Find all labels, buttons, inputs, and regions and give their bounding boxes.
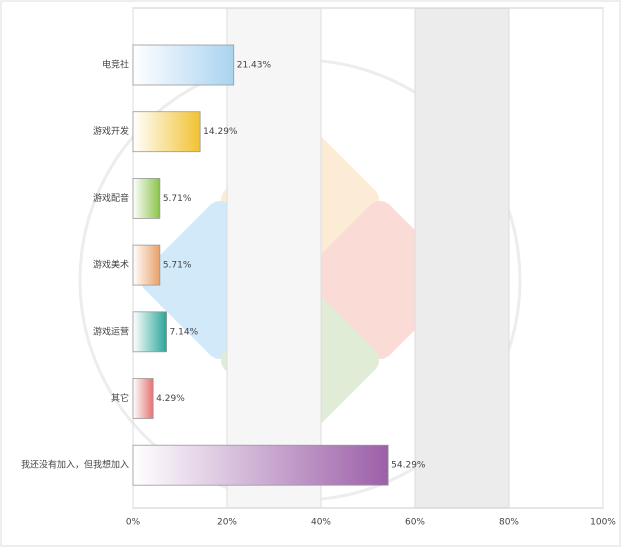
x-tick-label: 80% <box>499 518 519 528</box>
value-label: 14.29% <box>203 127 238 137</box>
category-label: 游戏美术 <box>93 259 129 271</box>
value-label: 21.43% <box>237 61 272 71</box>
x-tick-label: 100% <box>590 518 616 528</box>
bar <box>132 111 201 153</box>
grid-band <box>227 8 321 508</box>
value-label: 5.71% <box>163 261 192 271</box>
category-label: 游戏配音 <box>93 192 129 204</box>
category-label: 游戏开发 <box>93 125 129 137</box>
value-label: 7.14% <box>170 327 199 337</box>
category-label: 电竞社 <box>102 59 129 71</box>
bar <box>132 177 161 219</box>
x-tick-label: 40% <box>311 518 331 528</box>
x-tick-label: 20% <box>217 518 237 528</box>
x-tick-label: 0% <box>126 518 141 528</box>
value-label: 5.71% <box>163 194 192 204</box>
bar <box>132 378 154 419</box>
x-tick-label: 60% <box>405 518 425 528</box>
bar <box>132 44 235 86</box>
bar <box>132 311 167 353</box>
category-label: 游戏运营 <box>93 325 129 337</box>
category-label: 其它 <box>111 392 129 404</box>
category-label: 我还没有加入，但我想加入 <box>21 459 129 471</box>
value-label: 4.29% <box>156 394 185 404</box>
bar <box>132 444 389 486</box>
grid-band <box>415 8 509 508</box>
value-label: 54.29% <box>391 461 426 471</box>
bar <box>132 244 161 286</box>
